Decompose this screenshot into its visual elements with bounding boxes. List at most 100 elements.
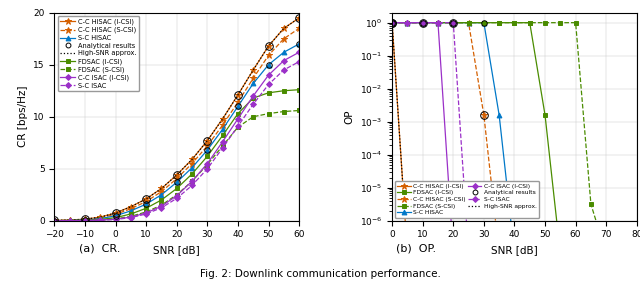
High-SNR approx. [618,252,625,256]
C-C HISAC (I-CSI) [557,252,564,256]
FDSAC (S-CSI) [234,125,242,129]
C-C HISAC (I-CSI) [204,139,211,142]
Line: High-SNR approx.: High-SNR approx. [54,18,299,220]
C-C HISAC (S-CSI) [419,21,426,24]
C-C HISAC (S-CSI) [465,21,472,24]
S-C HISAC [449,21,457,24]
S-C ISAC [434,21,442,24]
C-C HISAC (S-CSI) [250,77,257,80]
FDSAC (S-CSI) [219,144,227,147]
FDSAC (I-CSI) [495,21,503,24]
S-C ISAC [587,252,595,256]
FDSAC (S-CSI) [449,21,457,24]
FDSAC (I-CSI) [557,252,564,256]
S-C HISAC [419,21,426,24]
C-C ISAC (I-CSI) [495,252,503,256]
FDSAC (I-CSI) [234,112,242,115]
High-SNR approx. [142,197,150,201]
C-C ISAC (I-CSI) [295,51,303,54]
C-C HISAC (I-CSI) [465,252,472,256]
FDSAC (I-CSI) [602,252,610,256]
S-C HISAC [618,252,625,256]
C-C ISAC (I-CSI) [633,252,640,256]
C-C ISAC (I-CSI) [81,219,89,222]
FDSAC (S-CSI) [265,112,273,115]
High-SNR approx. [541,252,549,256]
FDSAC (I-CSI) [526,21,534,24]
C-C ISAC (I-CSI) [587,252,595,256]
C-C ISAC (I-CSI) [572,252,579,256]
C-C ISAC (I-CSI) [449,252,457,256]
FDSAC (I-CSI) [81,218,89,222]
C-C ISAC (I-CSI) [173,194,180,198]
FDSAC (I-CSI) [587,252,595,256]
FDSAC (I-CSI) [541,113,549,117]
FDSAC (S-CSI) [250,115,257,119]
S-C HISAC [633,252,640,256]
FDSAC (S-CSI) [526,21,534,24]
C-C HISAC (I-CSI) [157,187,165,190]
High-SNR approx. [66,218,74,222]
S-C ISAC [81,219,89,222]
High-SNR approx. [127,205,134,208]
C-C HISAC (I-CSI) [434,252,442,256]
C-C HISAC (I-CSI) [173,173,180,177]
S-C ISAC [633,252,640,256]
C-C HISAC (S-CSI) [142,200,150,203]
C-C HISAC (I-CSI) [142,197,150,201]
S-C HISAC [511,252,518,256]
S-C ISAC [495,252,503,256]
S-C HISAC [66,219,74,222]
High-SNR approx. [526,252,534,256]
FDSAC (S-CSI) [112,217,120,220]
S-C HISAC [81,218,89,222]
FDSAC (I-CSI) [295,88,303,91]
S-C ISAC [97,218,104,222]
Line: C-C ISAC (I-CSI): C-C ISAC (I-CSI) [390,21,639,256]
C-C ISAC (I-CSI) [66,219,74,222]
High-SNR approx. [419,252,426,256]
FDSAC (I-CSI) [188,172,196,176]
C-C HISAC (S-CSI) [81,218,89,221]
Line: S-C ISAC: S-C ISAC [52,59,301,223]
S-C ISAC [234,125,242,128]
High-SNR approx. [81,217,89,221]
X-axis label: SNR [dB]: SNR [dB] [491,245,538,255]
C-C ISAC (I-CSI) [142,211,150,215]
FDSAC (I-CSI) [142,207,150,210]
C-C HISAC (I-CSI) [66,218,74,222]
S-C ISAC [127,216,134,219]
C-C ISAC (I-CSI) [419,21,426,24]
FDSAC (I-CSI) [280,89,287,93]
FDSAC (I-CSI) [388,21,396,24]
C-C HISAC (S-CSI) [157,190,165,193]
S-C ISAC [173,197,180,200]
C-C HISAC (I-CSI) [633,252,640,256]
Y-axis label: CR [bps/Hz]: CR [bps/Hz] [18,86,28,147]
C-C ISAC (I-CSI) [250,94,257,98]
C-C HISAC (S-CSI) [404,21,412,24]
C-C HISAC (S-CSI) [204,144,211,147]
C-C ISAC (I-CSI) [388,21,396,24]
High-SNR approx. [633,252,640,256]
Legend: C-C HISAC (I-CSI), C-C HISAC (S-CSI), S-C HISAC, Analytical results, High-SNR ap: C-C HISAC (I-CSI), C-C HISAC (S-CSI), S-… [58,16,139,91]
C-C ISAC (I-CSI) [112,217,120,221]
S-C HISAC [388,21,396,24]
C-C HISAC (I-CSI) [404,252,412,256]
FDSAC (S-CSI) [188,179,196,183]
High-SNR approx. [449,252,457,256]
Legend: C-C HISAC (I-CSI), FDSAC (I-CSI), C-C HISAC (S-CSI), FDSAC (S-CSI), S-C HISAC, C: C-C HISAC (I-CSI), FDSAC (I-CSI), C-C HI… [395,181,539,218]
S-C HISAC [480,21,488,24]
C-C HISAC (S-CSI) [511,252,518,256]
C-C HISAC (I-CSI) [127,205,134,208]
C-C HISAC (I-CSI) [280,27,287,30]
C-C ISAC (I-CSI) [434,21,442,24]
C-C HISAC (I-CSI) [602,252,610,256]
FDSAC (S-CSI) [572,21,579,24]
Line: High-SNR approx.: High-SNR approx. [392,23,637,254]
S-C HISAC [434,21,442,24]
C-C ISAC (I-CSI) [465,252,472,256]
High-SNR approx. [234,93,242,97]
S-C ISAC [188,184,196,187]
Line: FDSAC (S-CSI): FDSAC (S-CSI) [390,20,639,256]
